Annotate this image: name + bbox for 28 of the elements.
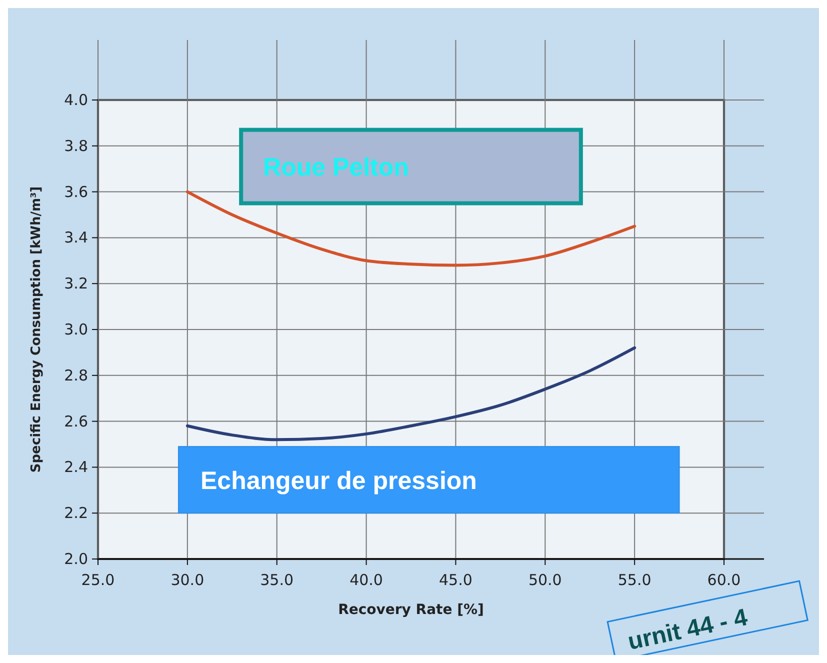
line-series bbox=[186, 346, 636, 442]
y-tick-label: 2.6 bbox=[64, 412, 88, 430]
series-label: Echangeur de pression bbox=[200, 466, 477, 495]
y-tick-label: 2.4 bbox=[64, 458, 88, 476]
y-tick-label: 3.8 bbox=[64, 136, 88, 155]
label-box: Echangeur de pression bbox=[178, 446, 680, 514]
series-label: Roue Pelton bbox=[263, 154, 409, 182]
text: urnit 44 - 4 bbox=[626, 604, 750, 656]
y-tick-label: 3.6 bbox=[64, 182, 88, 201]
x-axis-title: Recovery Rate [%] bbox=[338, 602, 484, 618]
x-tick-label: 35.0 bbox=[260, 571, 294, 589]
y-axis-title: Specific Energy Consumption [kWh/m³] bbox=[29, 186, 44, 473]
y-tick-label: 2.0 bbox=[64, 550, 88, 568]
line-series bbox=[186, 190, 636, 267]
y-tick-label: 4.0 bbox=[64, 91, 88, 109]
x-tick-label: 55.0 bbox=[618, 571, 652, 589]
y-tick-label: 2.8 bbox=[64, 366, 88, 384]
x-tick-label: 40.0 bbox=[350, 571, 383, 589]
x-tick-label: 50.0 bbox=[528, 571, 562, 589]
y-tick-label: 3.4 bbox=[64, 228, 88, 247]
x-tick-label: 30.0 bbox=[170, 571, 204, 589]
label-box: Roue Pelton bbox=[239, 128, 583, 206]
x-tick-label: 25.0 bbox=[81, 571, 115, 589]
x-tick-label: 45.0 bbox=[439, 571, 472, 589]
x-tick-label: 60.0 bbox=[707, 571, 741, 589]
y-tick-label: 2.2 bbox=[64, 504, 88, 522]
y-tick-label: 3.2 bbox=[64, 274, 88, 293]
y-tick-label: 3.0 bbox=[64, 320, 88, 338]
